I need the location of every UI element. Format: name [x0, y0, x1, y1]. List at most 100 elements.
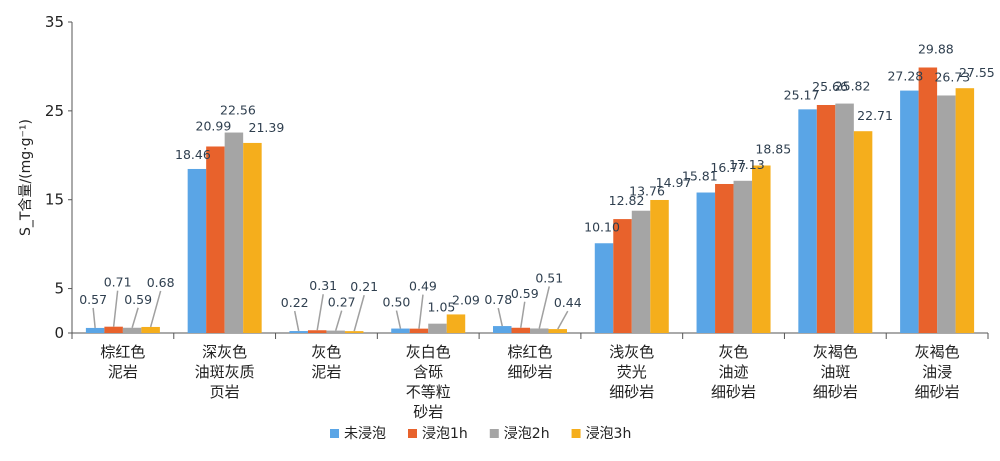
- data-label: 22.71: [857, 108, 893, 123]
- category-label: 砂岩: [413, 403, 443, 421]
- category-label: 棕红色: [507, 343, 552, 361]
- bar: [613, 219, 632, 333]
- data-label: 2.09: [452, 292, 480, 307]
- legend: 未浸泡 浸泡1h 浸泡2h 浸泡3h: [330, 426, 631, 442]
- bar: [816, 104, 836, 333]
- category-label: 荧光: [617, 363, 647, 381]
- data-label: 25.17: [784, 87, 820, 102]
- bar: [900, 90, 919, 333]
- bar: [85, 327, 105, 333]
- category-labels: 棕红色泥岩深灰色油斑灰质页岩灰色泥岩灰白色含砾不等粒砂岩棕红色细砂岩浅灰色荧光细…: [100, 343, 959, 421]
- leader-line: [418, 294, 424, 329]
- data-label: 15.81: [682, 169, 718, 184]
- data-label: 26.73: [934, 69, 970, 84]
- category-label: 细砂岩: [813, 383, 858, 401]
- category-label: 细砂岩: [915, 383, 960, 401]
- bar: [224, 132, 244, 333]
- data-label: 0.57: [79, 292, 107, 307]
- leader-line: [538, 286, 550, 329]
- category-label: 细砂岩: [711, 383, 756, 401]
- data-label: 18.46: [175, 147, 211, 162]
- data-label: 0.31: [309, 278, 337, 293]
- legend-label: 未浸泡: [344, 426, 386, 442]
- bar: [141, 326, 160, 333]
- data-label: 0.44: [554, 295, 582, 310]
- leader-line: [131, 307, 139, 328]
- category-label: 浅灰色: [609, 343, 654, 361]
- y-tick-label: 0: [54, 324, 64, 342]
- data-label: 0.59: [124, 292, 152, 307]
- category-label: 油浸: [922, 363, 952, 381]
- data-label: 20.99: [196, 118, 232, 133]
- leader-line: [334, 310, 343, 331]
- bar: [511, 327, 530, 333]
- data-label: 10.10: [584, 219, 620, 234]
- bar: [696, 192, 716, 333]
- data-label: 0.22: [281, 295, 309, 310]
- bar: [733, 180, 753, 333]
- bar: [122, 327, 142, 333]
- data-label: 14.97: [656, 175, 692, 190]
- leader-line: [353, 294, 365, 332]
- data-label: 0.78: [484, 292, 512, 307]
- bar: [206, 146, 225, 333]
- legend-label: 浸泡1h: [422, 426, 468, 442]
- y-axis-title: S_T含量/(mg·g⁻¹): [18, 119, 34, 236]
- bar: [631, 210, 651, 333]
- data-label: 27.55: [959, 65, 995, 80]
- category-label: 页岩: [210, 383, 240, 401]
- category-label: 细砂岩: [609, 383, 654, 401]
- category-label: 泥岩: [108, 363, 138, 381]
- leader-line: [497, 307, 503, 327]
- bar: [798, 109, 817, 333]
- bar: [428, 323, 447, 333]
- y-tick-label: 25: [45, 102, 64, 120]
- legend-label: 浸泡2h: [504, 426, 550, 442]
- data-label: 29.88: [918, 41, 954, 56]
- data-label: 1.05: [428, 300, 456, 315]
- bar: [307, 330, 327, 333]
- legend-swatch: [408, 429, 417, 438]
- data-label: 16.77: [710, 160, 746, 175]
- bar: [853, 131, 873, 333]
- bar: [548, 329, 567, 333]
- bars: [85, 67, 975, 333]
- bar: [937, 95, 956, 333]
- category-label: 油斑灰质: [195, 363, 255, 381]
- leader-line: [557, 310, 569, 330]
- bar: [187, 168, 207, 333]
- category-label: 灰色: [311, 343, 341, 361]
- data-label: 22.56: [220, 103, 256, 118]
- leader-line: [520, 301, 526, 328]
- legend-swatch: [489, 429, 499, 438]
- bar: [409, 328, 429, 333]
- data-label: 0.59: [511, 286, 539, 301]
- bar: [289, 331, 308, 333]
- leader-line: [316, 294, 324, 331]
- category-label: 灰色: [719, 343, 749, 361]
- category-label: 灰白色: [406, 343, 451, 361]
- data-label: 0.50: [383, 295, 411, 310]
- bar: [715, 183, 734, 333]
- category-label: 不等粒: [406, 383, 451, 401]
- bar: [918, 67, 938, 333]
- bar: [650, 199, 669, 333]
- y-tick-label: 5: [54, 280, 64, 298]
- label-leader-lines: [92, 286, 569, 332]
- data-label: 25.66: [812, 79, 848, 94]
- bar: [530, 328, 549, 333]
- data-label: 12.82: [609, 193, 645, 208]
- y-tick-label: 35: [45, 13, 64, 31]
- data-label: 0.21: [350, 279, 378, 294]
- data-label: 0.68: [147, 275, 175, 290]
- legend-swatch: [571, 429, 581, 438]
- category-label: 灰褐色: [915, 343, 960, 361]
- category-label: 棕红色: [100, 343, 145, 361]
- bar: [835, 103, 854, 333]
- data-label: 17.13: [729, 157, 765, 172]
- category-label: 油斑: [820, 363, 850, 381]
- data-label: 13.76: [629, 184, 665, 199]
- data-label: 0.51: [535, 270, 563, 285]
